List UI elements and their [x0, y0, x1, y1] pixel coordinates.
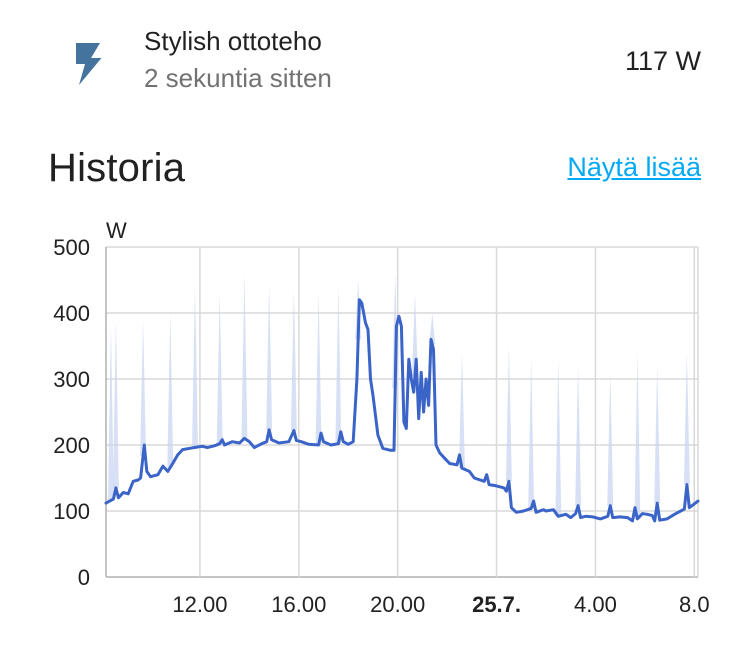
x-tick-label: 12.00 [172, 592, 227, 617]
x-axis: 12.00 16.00 20.00 25.7. 4.00 8.0 [172, 592, 709, 617]
x-tick-label: 8.0 [679, 592, 710, 617]
band-spike [429, 313, 436, 345]
band-spike [607, 372, 614, 506]
band-spike [107, 326, 114, 501]
y-tick-label: 0 [78, 565, 90, 590]
y-tick-label: 200 [53, 433, 90, 458]
history-title: Historia [48, 146, 186, 190]
series-line [104, 298, 700, 523]
history-chart: 0 100 200 300 400 500 12.00 16.00 20.00 25.7. 4.0… [53, 218, 709, 617]
band-spike [167, 313, 174, 468]
entity-name: Stylish ottoteho [144, 26, 322, 56]
show-more-link[interactable]: Näytä lisää [567, 152, 701, 182]
chart-line-layer [104, 298, 700, 523]
band-spike [216, 293, 223, 444]
band-spike [266, 283, 273, 430]
x-tick-label: 25.7. [472, 592, 521, 617]
band-spike [412, 293, 418, 376]
band-spike [458, 352, 465, 469]
band-spike [112, 319, 119, 488]
y-tick-label: 300 [53, 367, 90, 392]
band-spike [528, 359, 535, 509]
band-spike [683, 352, 690, 485]
y-axis: 0 100 200 300 400 500 [53, 235, 90, 590]
chart-min-max-band [107, 273, 690, 519]
y-tick-label: 100 [53, 499, 90, 524]
x-tick-label: 4.00 [574, 592, 617, 617]
entity-row[interactable]: Stylish ottoteho 2 sekuntia sitten 117 W [0, 0, 749, 110]
band-spike [335, 286, 342, 444]
band-spike [575, 365, 582, 506]
band-spike [505, 346, 512, 482]
entity-last-changed: 2 sekuntia sitten [144, 63, 332, 93]
flash-icon [76, 43, 102, 85]
band-spike [654, 365, 661, 504]
band-spike [192, 286, 198, 448]
entity-state: 117 W [624, 46, 701, 76]
band-spike [290, 289, 297, 431]
y-tick-label: 500 [53, 235, 90, 260]
x-tick-label: 20.00 [370, 592, 425, 617]
y-tick-label: 400 [53, 301, 90, 326]
band-spike [634, 352, 641, 519]
x-tick-label: 16.00 [271, 592, 326, 617]
chart-grid [105, 246, 699, 578]
y-axis-unit-label: W [106, 218, 127, 243]
band-spike [315, 293, 322, 445]
band-spike [555, 359, 562, 517]
band-spike [140, 319, 147, 456]
band-spike [241, 273, 248, 439]
